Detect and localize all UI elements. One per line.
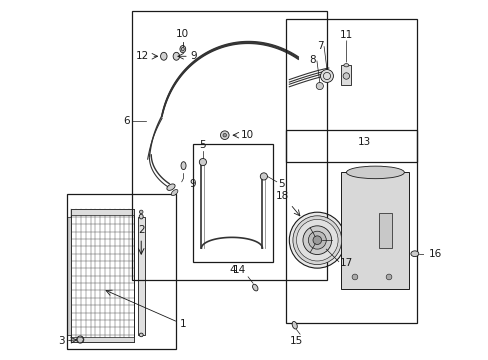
Bar: [71, 210, 134, 215]
Text: 15: 15: [289, 336, 303, 346]
Circle shape: [199, 158, 206, 166]
Ellipse shape: [139, 333, 143, 337]
Circle shape: [312, 236, 321, 244]
Text: 16: 16: [428, 249, 442, 259]
Text: 9: 9: [188, 179, 195, 189]
Bar: [378, 213, 392, 248]
Text: 14: 14: [233, 265, 246, 275]
Text: 4: 4: [229, 265, 236, 275]
Circle shape: [139, 210, 142, 214]
Ellipse shape: [291, 321, 297, 329]
Bar: [137, 217, 144, 335]
Bar: [285, 130, 416, 323]
Circle shape: [308, 231, 325, 249]
Text: 8: 8: [309, 55, 316, 65]
Circle shape: [351, 274, 357, 280]
Circle shape: [223, 134, 226, 137]
Bar: [71, 210, 134, 342]
Ellipse shape: [252, 284, 258, 291]
Circle shape: [220, 131, 228, 139]
Ellipse shape: [410, 251, 418, 257]
Text: 10: 10: [176, 30, 189, 40]
Text: 6: 6: [123, 116, 129, 126]
Text: 10: 10: [241, 130, 254, 140]
Ellipse shape: [173, 52, 179, 60]
Text: 17: 17: [339, 258, 352, 269]
Text: 2: 2: [138, 225, 144, 235]
Bar: [71, 337, 134, 342]
Bar: [341, 65, 351, 85]
Circle shape: [260, 173, 267, 180]
Ellipse shape: [171, 189, 178, 195]
Text: 18: 18: [275, 192, 288, 202]
Circle shape: [320, 69, 333, 82]
Circle shape: [303, 226, 331, 255]
Circle shape: [289, 212, 345, 268]
Text: 11: 11: [339, 30, 353, 40]
Circle shape: [386, 274, 391, 280]
Bar: [192, 144, 273, 262]
Circle shape: [77, 336, 83, 343]
Circle shape: [296, 219, 337, 261]
Ellipse shape: [160, 52, 167, 60]
Bar: [341, 172, 408, 289]
Ellipse shape: [139, 214, 143, 219]
Ellipse shape: [181, 162, 185, 170]
Text: 5: 5: [278, 179, 285, 189]
Circle shape: [316, 82, 323, 90]
Ellipse shape: [181, 47, 184, 51]
Ellipse shape: [343, 73, 349, 79]
Text: 12: 12: [136, 51, 149, 61]
Ellipse shape: [180, 45, 185, 53]
Ellipse shape: [343, 64, 348, 67]
Text: 13: 13: [357, 137, 370, 147]
Text: 7: 7: [316, 41, 323, 50]
Bar: [131, 12, 326, 280]
Ellipse shape: [346, 166, 404, 179]
Bar: [67, 217, 71, 335]
Bar: [67, 194, 176, 348]
Text: 1: 1: [180, 319, 186, 329]
Bar: [285, 19, 416, 162]
Text: 9: 9: [190, 51, 197, 61]
Text: 5: 5: [199, 140, 206, 149]
Text: 3: 3: [58, 336, 65, 346]
Circle shape: [292, 216, 341, 265]
Ellipse shape: [166, 184, 175, 190]
